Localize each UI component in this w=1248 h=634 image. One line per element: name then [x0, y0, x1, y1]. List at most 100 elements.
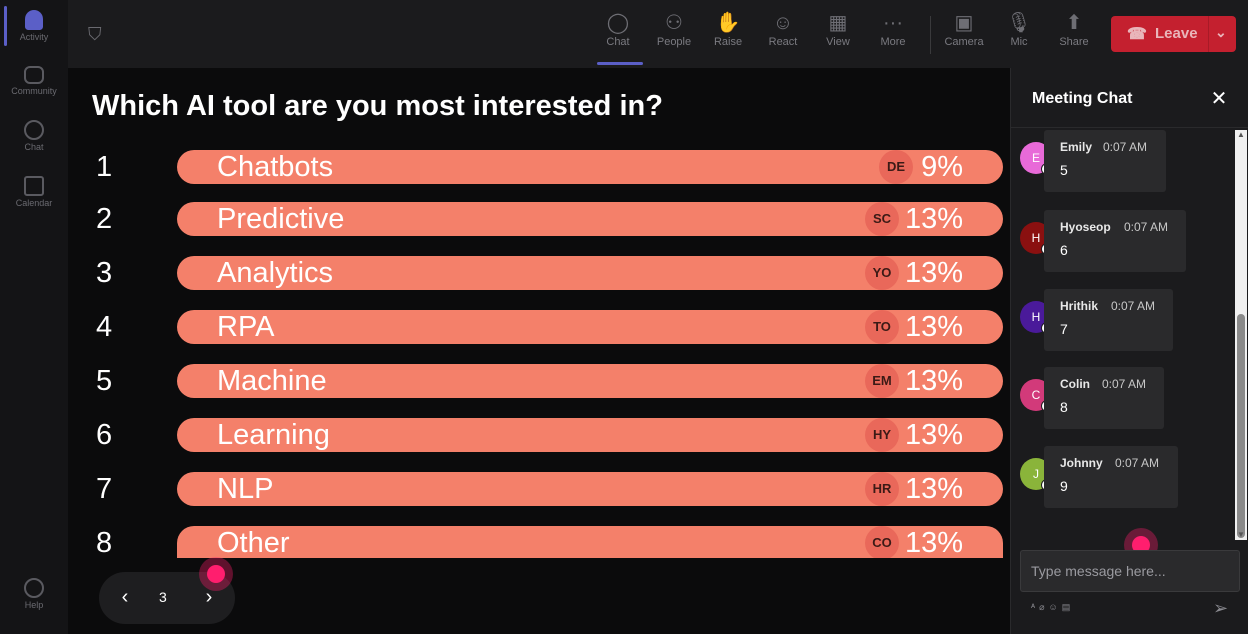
message-author: Hrithik	[1060, 299, 1099, 313]
option-bar: Analytics YO 13%	[177, 256, 1003, 290]
toolbar-people-button[interactable]: ⚇ People	[646, 10, 702, 48]
voter-initials-chip: HR	[865, 472, 899, 506]
format-toolbar: ᴬ⌀☺▤	[1031, 602, 1074, 613]
toolbar-react-button[interactable]: ☺ React	[755, 10, 811, 48]
chat-active-underline	[597, 62, 643, 65]
avatar-initial: C	[1031, 388, 1041, 402]
rail-item-help[interactable]: Help	[0, 578, 68, 610]
option-rank: 3	[96, 257, 113, 289]
toolbar-share-label: Share	[1059, 36, 1089, 48]
option-label: NLP	[217, 473, 274, 505]
toolbar-divider	[930, 16, 931, 54]
option-bar: Chatbots DE 9%	[177, 150, 1003, 184]
scrollbar-thumb[interactable]	[1237, 314, 1245, 538]
message-text: 7	[1060, 321, 1068, 337]
people-icon: ⚇	[665, 12, 683, 34]
toolbar-more-label: More	[880, 36, 906, 48]
attach-icon[interactable]: ⌀	[1039, 602, 1049, 612]
toolbar-people-label: People	[656, 36, 692, 48]
leave-divider	[1208, 16, 1209, 52]
option-percent: 13%	[904, 311, 963, 343]
toolbar-react-label: React	[768, 36, 798, 48]
rail-item-label: Community	[11, 86, 57, 96]
toolbar-camera-button[interactable]: ▣ Camera	[936, 10, 992, 48]
message-text: 6	[1060, 242, 1068, 258]
leave-button[interactable]: ☎ Leave ⌄	[1111, 16, 1236, 52]
option-rank: 1	[96, 151, 113, 183]
voter-initials-chip: SC	[865, 202, 899, 236]
option-bar: NLP HR 13%	[177, 472, 1003, 506]
rail-item-label: Chat	[24, 142, 44, 152]
option-rank: 4	[96, 311, 113, 343]
chat-scrollbar[interactable]: ▲ ▼	[1235, 130, 1247, 540]
toolbar-share-button[interactable]: ⬆ Share	[1046, 10, 1102, 48]
chat-message: Colin 0:07 AM 8	[1044, 367, 1164, 429]
format-icon[interactable]: ᴬ	[1031, 602, 1040, 612]
meeting-toolbar: ⛉ ◯ Chat ⚇ People ✋ Raise ☺ React ▦ View…	[68, 0, 1248, 69]
option-label: Chatbots	[217, 151, 334, 183]
chat-bubble-icon	[24, 120, 44, 140]
toolbar-view-button[interactable]: ▦ View	[810, 10, 866, 48]
scroll-down-icon[interactable]: ▼	[1237, 530, 1245, 539]
message-time: 0:07 AM	[1111, 299, 1156, 313]
toolbar-view-label: View	[826, 36, 850, 48]
message-time: 0:07 AM	[1103, 140, 1148, 154]
rail-item-activity[interactable]: Activity	[0, 10, 68, 42]
close-icon[interactable]: ✕	[1210, 88, 1228, 110]
poll-option-row: 5 Machine EM 13%	[68, 362, 1010, 402]
option-label: Predictive	[217, 203, 345, 235]
message-author: Johnny	[1060, 456, 1103, 470]
toolbar-more-button[interactable]: ··· More	[865, 10, 921, 48]
more-icon: ···	[883, 12, 903, 34]
poll-option-row: 8 Other CO 13%	[68, 524, 1010, 558]
toolbar-raise-button[interactable]: ✋ Raise	[700, 10, 756, 48]
emoji-icon[interactable]: ☺	[1048, 602, 1062, 612]
toolbar-raise-label: Raise	[713, 36, 743, 48]
grid-view-icon: ▦	[828, 12, 848, 34]
chevron-right-icon[interactable]: ›	[205, 586, 213, 608]
app-rail: Activity Community Chat Calendar Help	[0, 0, 69, 634]
pointer-highlight	[199, 557, 233, 591]
voter-initials-chip: YO	[865, 256, 899, 290]
hang-up-icon: ☎	[1127, 26, 1147, 43]
rail-item-community[interactable]: Community	[0, 66, 68, 96]
voter-initials-chip: HY	[865, 418, 899, 452]
voter-initials-chip: TO	[865, 310, 899, 344]
scroll-up-icon[interactable]: ▲	[1237, 130, 1245, 139]
option-bar: Learning HY 13%	[177, 418, 1003, 452]
chat-input-box[interactable]	[1020, 550, 1240, 592]
send-icon[interactable]: ➢	[1213, 598, 1229, 618]
chat-message: Emily 0:07 AM 5	[1044, 130, 1166, 192]
chat-header-divider	[1011, 127, 1248, 128]
poll-option-row: 3 Analytics YO 13%	[68, 254, 1010, 294]
rail-item-label: Activity	[19, 32, 49, 42]
toolbar-chat-button[interactable]: ◯ Chat	[590, 10, 646, 48]
avatar-initial: H	[1031, 231, 1041, 245]
voter-initials-chip: DE	[879, 150, 913, 184]
poll-option-row: 4 RPA TO 13%	[68, 308, 1010, 348]
rail-item-calendar[interactable]: Calendar	[0, 176, 68, 208]
chevron-left-icon[interactable]: ‹	[121, 586, 129, 608]
chevron-down-icon[interactable]: ⌄	[1215, 24, 1227, 40]
rail-item-label: Calendar	[15, 198, 53, 208]
chat-message: Hrithik 0:07 AM 7	[1044, 289, 1173, 351]
message-author: Colin	[1060, 377, 1090, 391]
rail-item-chat[interactable]: Chat	[0, 120, 68, 152]
message-text: 9	[1060, 478, 1068, 494]
avatar-initial: J	[1033, 467, 1039, 481]
option-rank: 2	[96, 203, 113, 235]
option-label: Machine	[217, 365, 327, 397]
leave-label: Leave	[1155, 25, 1198, 42]
chat-message: Hyoseop 0:07 AM 6	[1044, 210, 1186, 272]
option-bar: Predictive SC 13%	[177, 202, 1003, 236]
community-icon	[24, 66, 44, 84]
toolbar-mic-button[interactable]: 🎙 Mic	[991, 10, 1047, 48]
chat-title: Meeting Chat	[1032, 90, 1133, 107]
option-percent: 13%	[904, 473, 963, 505]
poll-question: Which AI tool are you most interested in…	[92, 90, 663, 122]
voter-initials-chip: CO	[865, 526, 899, 558]
rail-item-label: Help	[24, 600, 44, 610]
gif-icon[interactable]: ▤	[1061, 602, 1075, 612]
smiley-icon: ☺	[772, 12, 794, 34]
message-input[interactable]	[1029, 559, 1233, 583]
